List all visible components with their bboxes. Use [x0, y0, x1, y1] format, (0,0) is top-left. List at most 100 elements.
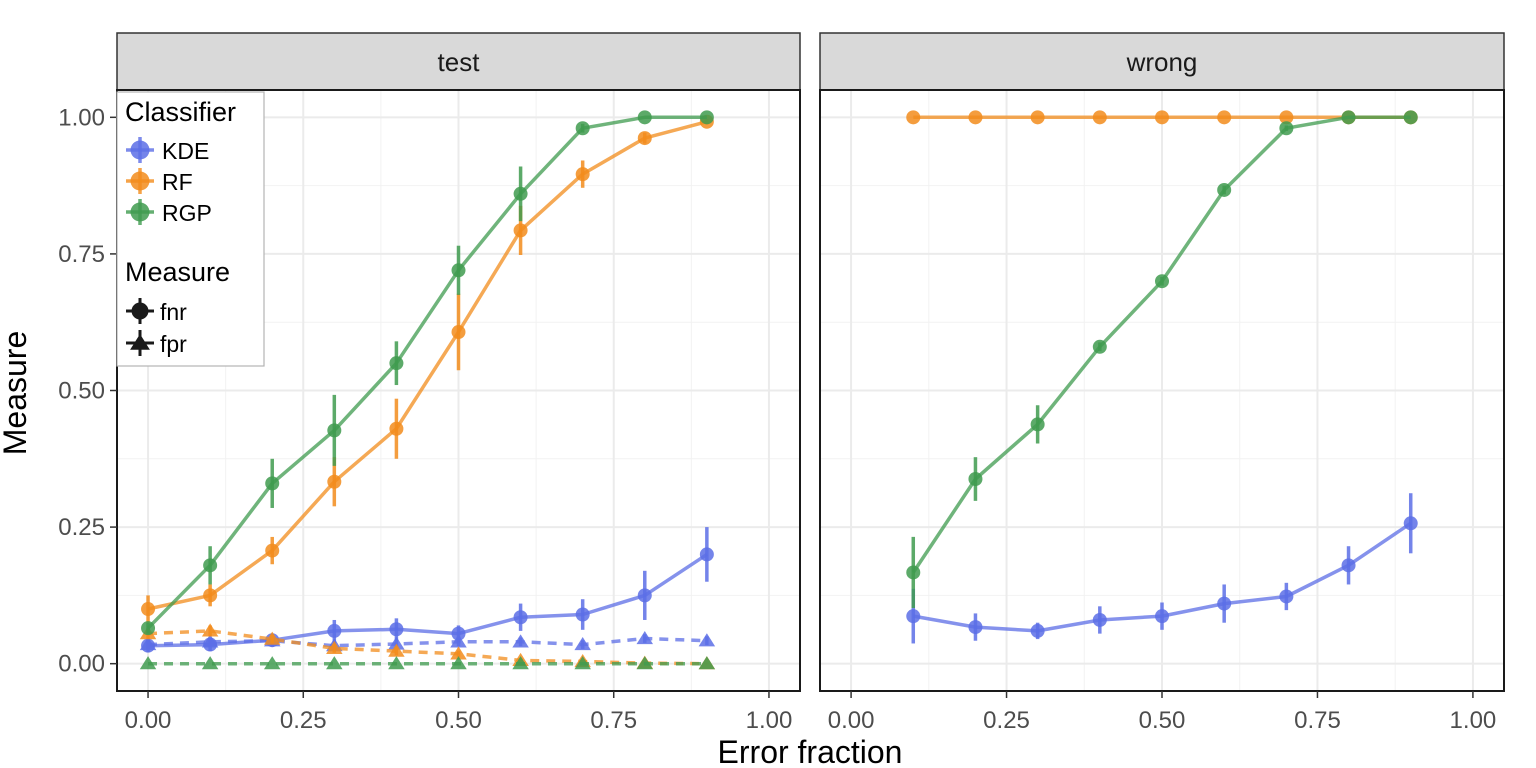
legend-item-RGP: RGP [126, 199, 212, 226]
x-tick-label: 0.50 [1139, 707, 1186, 734]
series-line [146, 115, 707, 630]
legend: Classifier KDE RF RGP Measure fnr fpr [116, 91, 265, 367]
series-line [147, 552, 708, 648]
legend-box [116, 91, 265, 367]
x-tick-label: 0.00 [828, 707, 875, 734]
data-point [450, 646, 467, 660]
data-point [201, 656, 219, 670]
series-RGP-fnr [906, 110, 1418, 608]
data-point [451, 325, 466, 340]
data-point [263, 656, 281, 670]
data-point [388, 643, 405, 657]
data-point [575, 607, 590, 622]
y-tick-label: 0.25 [58, 514, 105, 541]
legend-key-marker [130, 202, 150, 222]
data-point [1217, 110, 1232, 125]
data-point [388, 636, 405, 650]
legend-item-fnr: fnr [126, 298, 187, 325]
data-point [1403, 516, 1418, 531]
data-point [637, 131, 652, 146]
legend-label: fpr [160, 331, 187, 357]
x-tick-label: 0.25 [983, 707, 1030, 734]
x-tick-label: 0.00 [125, 707, 172, 734]
series-line [147, 636, 707, 648]
data-point [1092, 110, 1107, 125]
y-tick-label: 0.50 [58, 378, 105, 405]
data-point [203, 588, 218, 603]
series-RGP-fnr [141, 110, 714, 636]
data-point [265, 543, 280, 558]
data-point [575, 121, 590, 136]
data-point [139, 656, 157, 670]
legend-title-classifier: Classifier [125, 97, 236, 127]
data-point [141, 621, 156, 636]
panel-wrong: wrong 0.00 0.25 0.50 0.75 1.00 [819, 32, 1505, 734]
data-point [1217, 596, 1232, 611]
data-point [326, 640, 343, 655]
panel-test: test 0.00 0.25 0.50 0.75 1.00 0.00 0.25 0.50 0.75… [58, 32, 801, 734]
data-point [513, 610, 528, 625]
data-point [1341, 558, 1356, 573]
legend-label: KDE [162, 138, 209, 164]
data-point [699, 110, 714, 125]
data-point [1030, 623, 1045, 638]
legend-key-marker [130, 334, 150, 350]
legend-item-RF: RF [126, 168, 193, 195]
legend-title-measure: Measure [125, 257, 230, 287]
x-tick-label: 0.50 [435, 707, 482, 734]
legend-item-KDE: KDE [126, 137, 209, 164]
data-point [699, 547, 714, 562]
x-tick-label: 0.25 [280, 707, 327, 734]
data-point [326, 656, 343, 670]
x-axis-title: Error fraction [718, 734, 903, 768]
panel-strip [116, 32, 801, 91]
series-line [147, 120, 708, 611]
data-point [968, 472, 983, 487]
data-point [1155, 609, 1169, 624]
legend-label: RF [162, 169, 193, 195]
legend-key-marker [130, 140, 150, 160]
data-point [1092, 339, 1107, 354]
data-point [1030, 110, 1045, 125]
data-point [1030, 417, 1045, 432]
data-point [327, 423, 342, 438]
data-point [1217, 182, 1232, 197]
data-point [451, 626, 466, 641]
data-point [512, 656, 529, 670]
data-point [968, 110, 983, 125]
y-axis-title: Measure [0, 331, 33, 456]
legend-label: fnr [160, 299, 187, 325]
data-point [1155, 110, 1169, 125]
data-point [574, 656, 591, 670]
data-point [450, 634, 467, 648]
data-point [513, 223, 528, 238]
data-point [512, 634, 529, 648]
data-point [906, 609, 921, 624]
data-point [636, 631, 654, 645]
data-point [388, 656, 405, 670]
legend-label: RGP [162, 200, 212, 226]
panels-layer: test 0.00 0.25 0.50 0.75 1.00 0.00 0.25 0.50 0.75… [58, 32, 1505, 734]
y-tick-label: 1.00 [58, 104, 105, 131]
data-point [201, 634, 219, 648]
data-point [327, 623, 342, 638]
data-point [141, 602, 156, 617]
series-RGP-fpr [139, 656, 716, 670]
panel-title: wrong [1126, 47, 1198, 77]
legend-key-marker [131, 302, 149, 320]
data-point [575, 167, 590, 182]
data-point [389, 622, 404, 637]
data-point [698, 633, 716, 647]
data-point [1341, 110, 1356, 125]
data-point [201, 623, 219, 637]
x-tick-label: 1.00 [746, 707, 793, 734]
data-point [139, 637, 157, 651]
data-point [637, 110, 652, 125]
data-point [906, 565, 921, 580]
x-tick-label: 0.75 [590, 707, 637, 734]
data-point [637, 588, 652, 603]
data-point [263, 631, 281, 645]
data-point [968, 620, 983, 635]
data-point [327, 474, 342, 489]
